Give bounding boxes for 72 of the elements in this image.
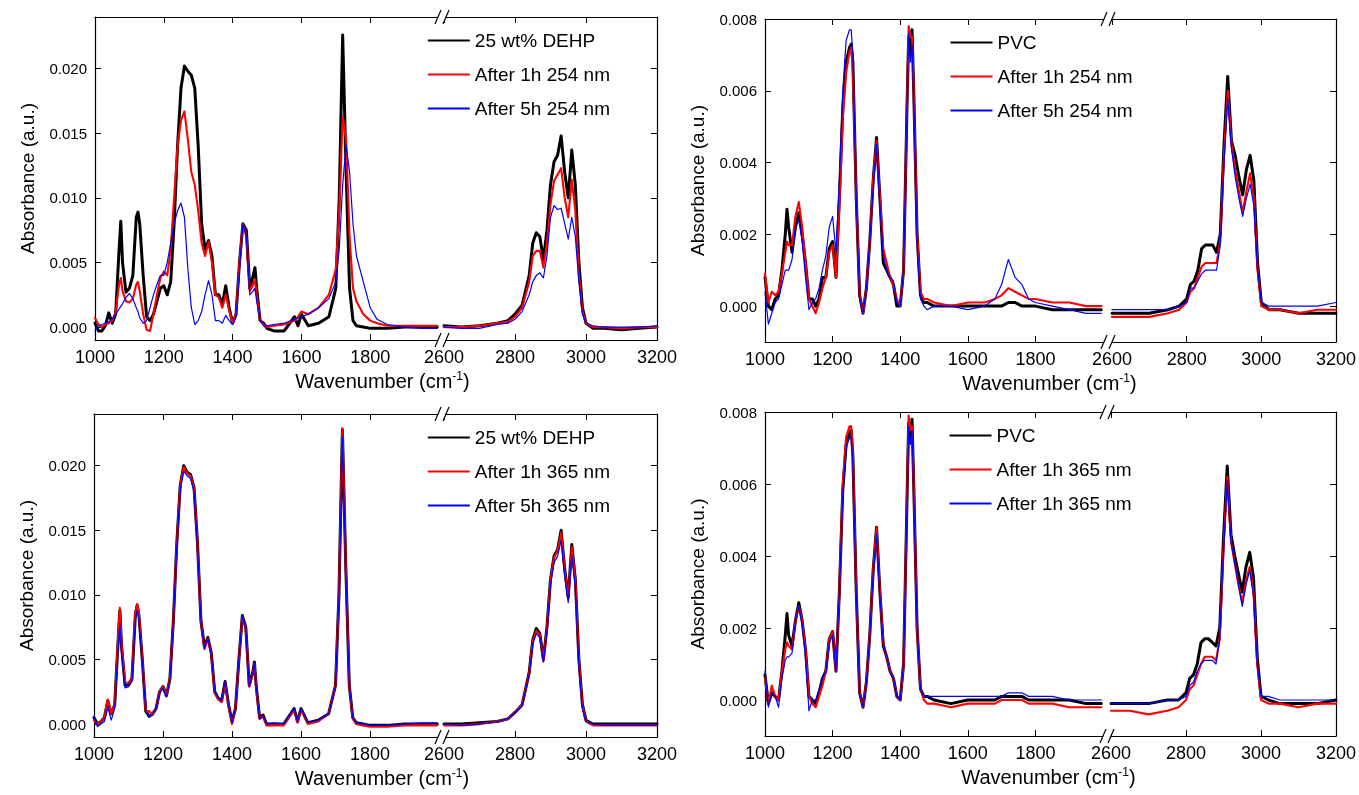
x-tick-label: 2600 (423, 744, 465, 764)
x-tick-label: 1400 (880, 743, 921, 763)
x-tick-label: 3000 (1241, 349, 1282, 369)
x-tick-label: 1800 (350, 347, 391, 367)
y-tick-label: 0.010 (49, 189, 87, 207)
x-tick-label: 1600 (280, 744, 322, 764)
x-tick-label: 1400 (211, 744, 253, 764)
y-tick-label: 0.008 (719, 403, 757, 421)
x-tick-label: 1200 (812, 743, 853, 763)
y-tick-label: 0.002 (719, 225, 757, 243)
legend-label: After 5h 254 nm (474, 98, 611, 119)
x-tick-label: 1600 (947, 743, 988, 763)
x-tick-label: 2600 (1091, 349, 1133, 369)
x-tick-label: 2600 (1090, 743, 1132, 763)
y-tick-label: 0.015 (49, 124, 87, 142)
x-tick-label: 3200 (1315, 349, 1356, 369)
y-tick-label: 0.005 (49, 253, 87, 271)
legend-label: After 5h 365 nm (474, 495, 611, 516)
x-tick-label: 3000 (1240, 743, 1282, 763)
x-tick-label: 3000 (565, 744, 607, 764)
x-tick-label: 2800 (1166, 349, 1207, 369)
y-tick-label: 0.002 (719, 619, 757, 637)
legend-label: After 1h 365 nm (996, 493, 1132, 514)
x-tick-label: 1800 (1015, 743, 1056, 763)
x-tick-label: 1600 (947, 349, 988, 369)
y-tick-label: 0.006 (719, 82, 757, 100)
legend-label: PVC (997, 32, 1037, 53)
x-tick-label: 1200 (143, 347, 184, 367)
y-tick-label: 0.010 (48, 586, 86, 604)
y-axis-title: Absorbance (a.u.) (16, 499, 37, 652)
x-tick-label: 2800 (494, 347, 536, 367)
legend-label: After 1h 365 nm (474, 461, 611, 482)
y-tick-label: 0.015 (48, 521, 86, 539)
y-axis-title: Absorbance (a.u.) (687, 498, 708, 650)
y-tick-label: 0.000 (48, 715, 86, 733)
x-tick-label: 1400 (212, 347, 253, 367)
x-tick-label: 2600 (423, 347, 465, 367)
y-tick-label: 0.005 (48, 650, 86, 668)
legend-label: After 1h 254 nm (997, 66, 1133, 87)
y-axis-title: Absorbance (a.u.) (687, 104, 708, 257)
legend-label: After 1h 254 nm (474, 64, 611, 85)
x-tick-label: 1800 (1015, 349, 1056, 369)
x-tick-label: 2800 (1165, 743, 1207, 763)
x-tick-label: 1000 (744, 743, 786, 763)
y-tick-label: 0.004 (719, 154, 757, 172)
x-tick-label: 1800 (349, 744, 391, 764)
y-tick-label: 0.008 (719, 10, 757, 28)
y-tick-label: 0.006 (719, 475, 757, 493)
x-tick-label: 1000 (74, 347, 116, 367)
x-tick-label: 3200 (636, 744, 677, 764)
y-tick-label: 0.000 (49, 318, 87, 336)
x-tick-label: 3000 (565, 347, 607, 367)
legend-label: PVC (996, 425, 1036, 446)
x-tick-label: 3200 (1315, 743, 1356, 763)
y-axis-title: Absorbance (a.u.) (17, 102, 38, 255)
y-tick-label: 0.000 (719, 297, 757, 315)
legend-label: 25 wt% DEHP (474, 427, 596, 448)
x-tick-label: 3200 (636, 347, 677, 367)
x-tick-label: 1400 (880, 349, 921, 369)
x-tick-label: 1000 (744, 349, 786, 369)
x-tick-label: 1200 (142, 744, 184, 764)
x-tick-label: 2800 (494, 744, 536, 764)
x-tick-label: 1600 (281, 347, 322, 367)
x-tick-label: 1200 (812, 349, 853, 369)
x-tick-label: 1000 (73, 744, 115, 764)
y-tick-label: 0.020 (48, 457, 86, 475)
y-tick-label: 0.004 (719, 547, 757, 565)
y-tick-label: 0.000 (719, 691, 757, 709)
legend-label: 25 wt% DEHP (474, 30, 596, 51)
legend-label: After 1h 365 nm (996, 459, 1132, 480)
legend-label: After 5h 254 nm (997, 100, 1133, 121)
y-tick-label: 0.020 (49, 60, 87, 78)
